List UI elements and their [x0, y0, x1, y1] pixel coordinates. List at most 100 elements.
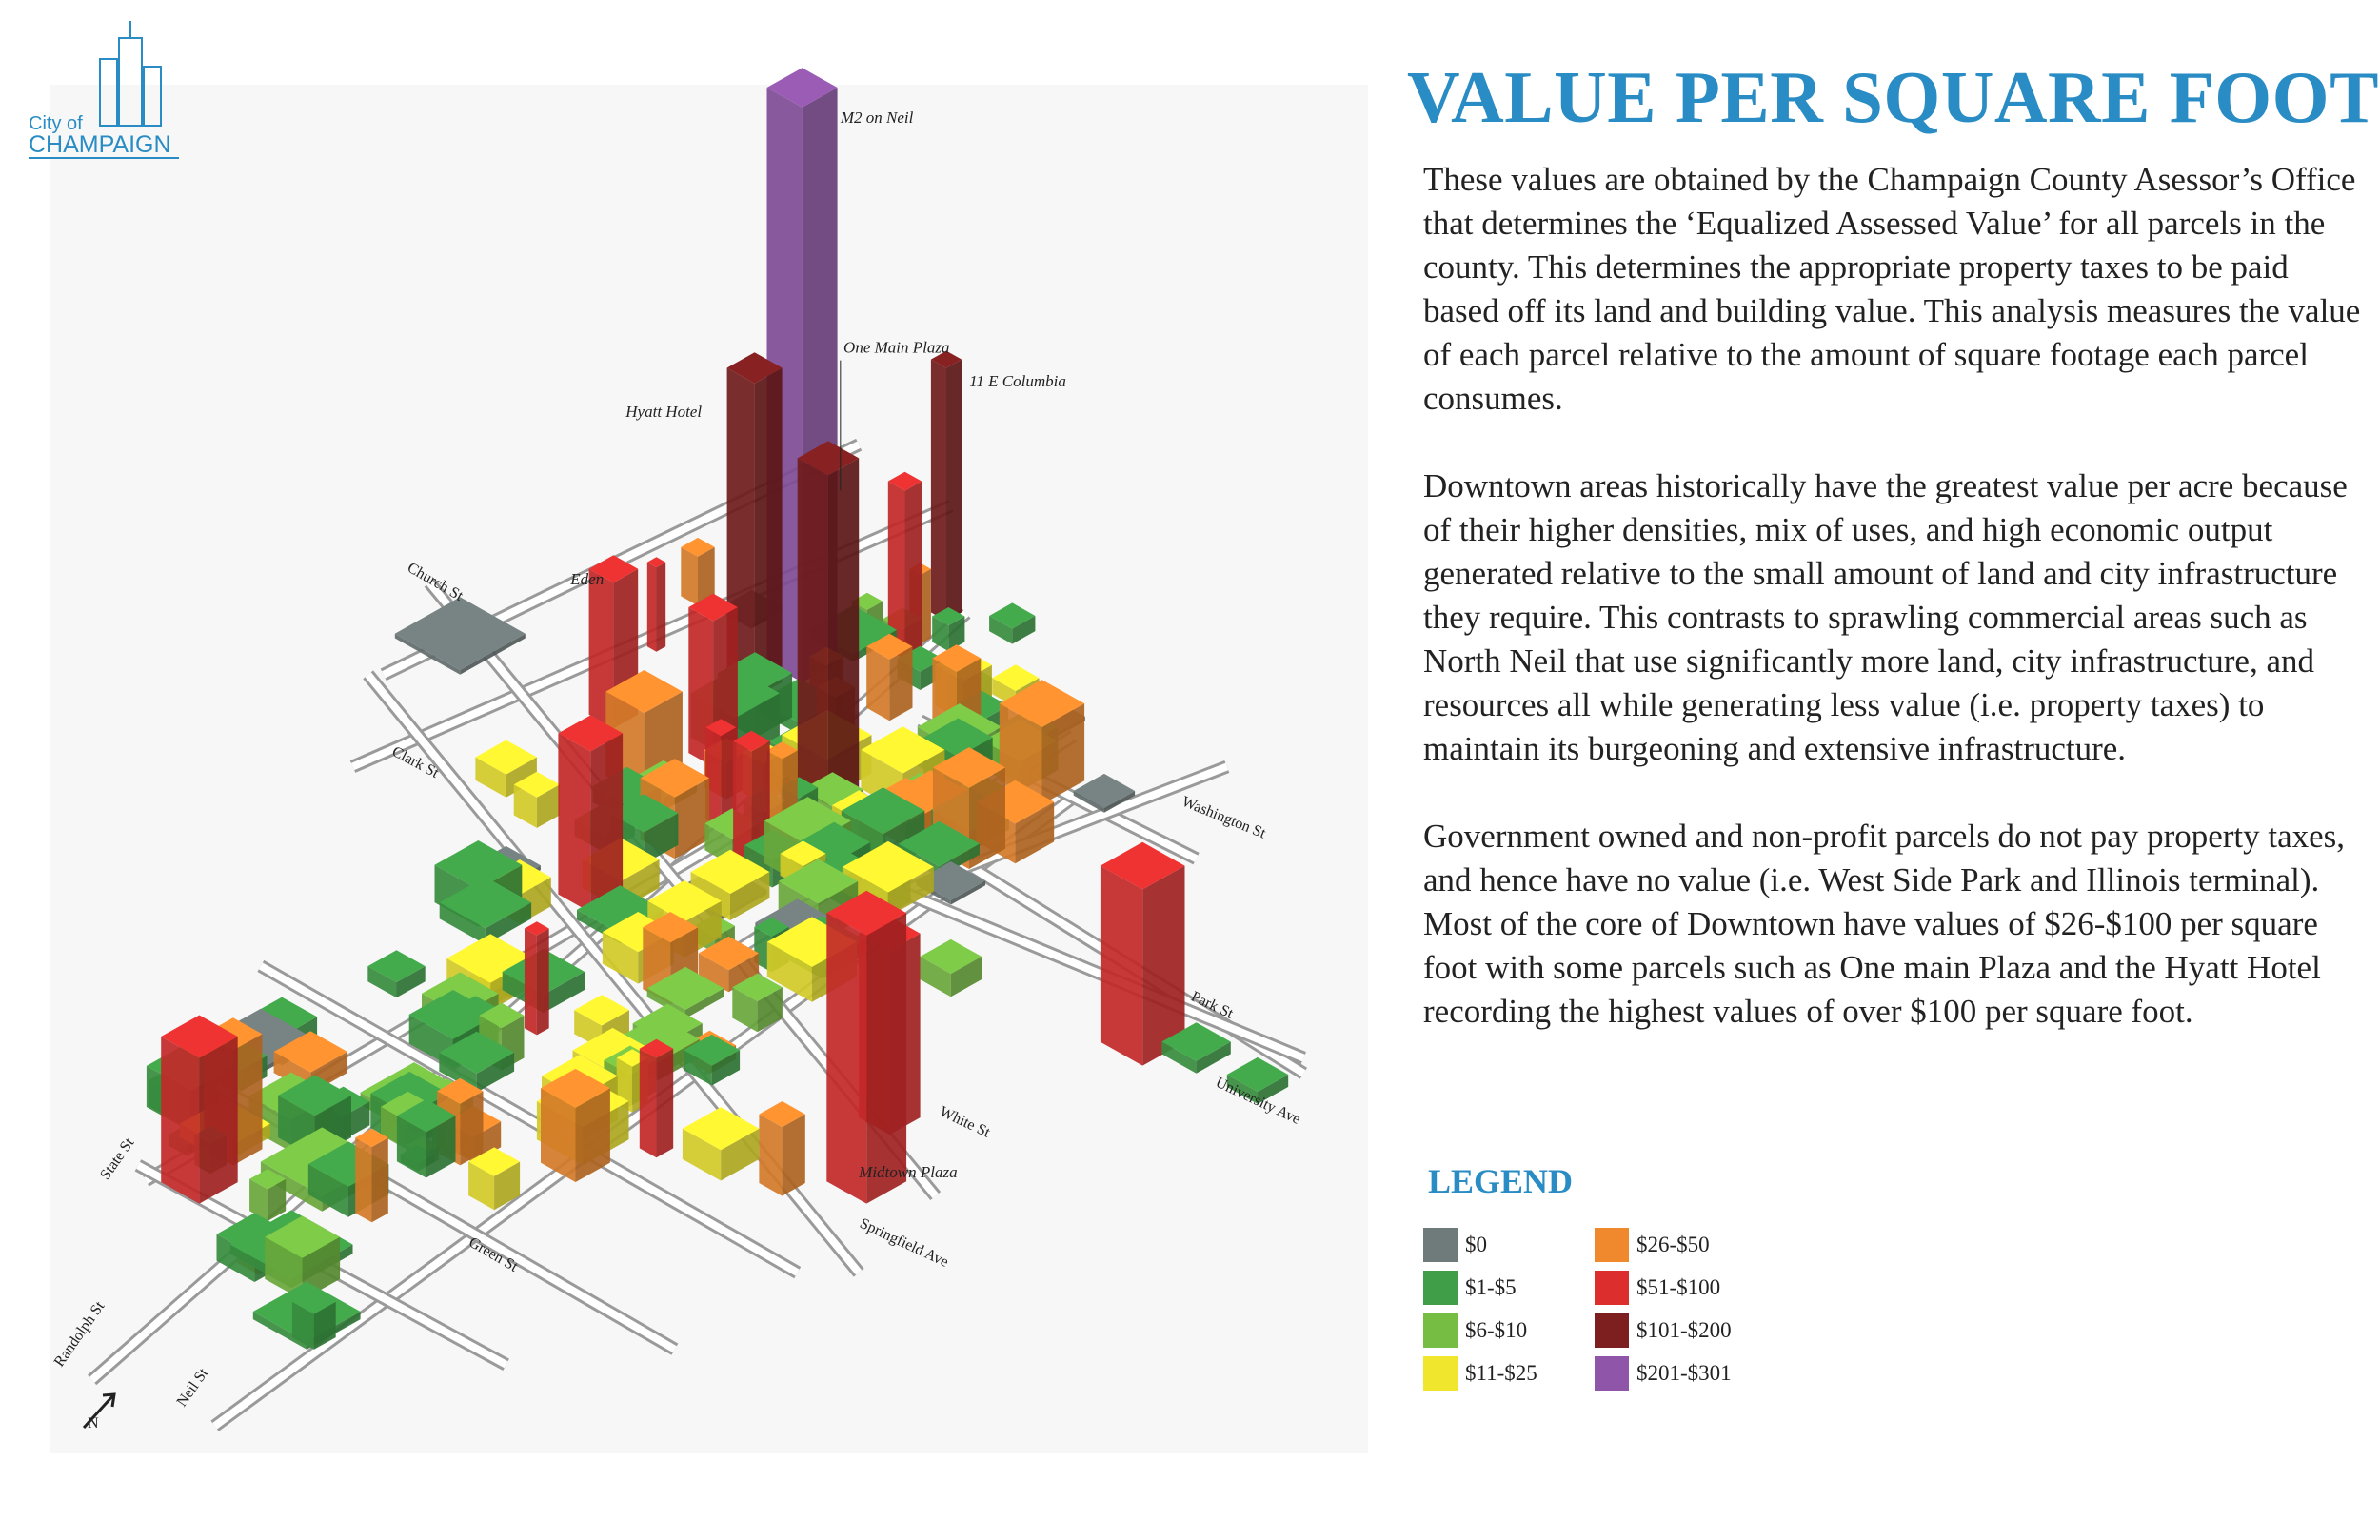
building-top [161, 1015, 238, 1058]
building-face [460, 633, 526, 675]
building-top [705, 719, 737, 737]
building-top [798, 821, 871, 863]
building-top [640, 759, 710, 798]
building-face [639, 1048, 657, 1158]
building-top [690, 849, 770, 895]
building-top [541, 1068, 610, 1108]
legend-label: $6-$10 [1465, 1318, 1528, 1342]
building-face [782, 1114, 805, 1196]
building-face [711, 1050, 741, 1086]
building-top [1226, 1056, 1289, 1092]
legend-swatch [1595, 1356, 1629, 1391]
building-face [682, 1128, 722, 1181]
building-face [866, 646, 890, 721]
building-face [757, 987, 783, 1033]
building-top [422, 972, 499, 1016]
north-label: N [88, 1415, 99, 1431]
building-top [273, 1031, 347, 1073]
building-top [558, 715, 624, 752]
building-label: 11 E Columbia [969, 372, 1066, 390]
building-top [732, 973, 783, 1001]
building-label: M2 on Neil [840, 109, 914, 127]
building-label: Midtown Plaza [858, 1163, 957, 1181]
legend-swatch [1423, 1228, 1458, 1262]
building-top [249, 1169, 287, 1190]
building-face [1015, 801, 1055, 864]
legend-label: $26-$50 [1636, 1233, 1710, 1256]
building-face [558, 733, 591, 913]
building-top [923, 718, 993, 758]
building-face [684, 1050, 712, 1086]
building-face [371, 1137, 388, 1223]
building-face [646, 562, 657, 652]
building-face [866, 913, 907, 1204]
legend-label: $0 [1465, 1233, 1487, 1256]
building-top [605, 670, 683, 714]
building-top [278, 1075, 351, 1116]
building-face [199, 1037, 238, 1204]
building-top [367, 950, 426, 982]
building-face [1258, 1075, 1289, 1104]
legend-swatch [1423, 1313, 1458, 1348]
building-face [396, 1116, 426, 1178]
building-face [394, 633, 461, 675]
building-face [932, 616, 949, 652]
building-face [766, 941, 812, 1002]
building-top [688, 593, 738, 622]
legend-label: $11-$25 [1465, 1361, 1537, 1385]
building-face [426, 1116, 456, 1178]
building-top [822, 850, 868, 877]
building-face [513, 784, 537, 828]
building-face [1012, 616, 1036, 644]
building-top [437, 1077, 484, 1104]
legend-label: $101-$200 [1636, 1318, 1732, 1342]
building-top [826, 890, 907, 936]
building-face [644, 813, 679, 864]
building-face [367, 966, 397, 998]
building-face [476, 1052, 515, 1093]
building-face [797, 458, 828, 805]
building-top [307, 1141, 389, 1187]
building-face [575, 1088, 610, 1182]
building-top [574, 995, 629, 1026]
road [857, 870, 1305, 1062]
building-face [999, 703, 1042, 805]
building-top [780, 840, 826, 867]
building-face [485, 902, 532, 945]
building-top [525, 921, 549, 936]
legend-swatch [1423, 1356, 1458, 1391]
building-top [643, 912, 699, 943]
legend-swatch [1423, 1271, 1458, 1305]
building-face [887, 481, 905, 660]
building-top [841, 787, 925, 835]
building-face [950, 880, 986, 905]
road [258, 962, 800, 1276]
building-face [698, 546, 715, 606]
building-top [932, 607, 965, 626]
building-top [930, 350, 962, 368]
building-top [851, 592, 883, 610]
building-face [396, 966, 426, 998]
building-top [932, 747, 1005, 788]
building-top [797, 441, 860, 476]
building-face [506, 757, 537, 798]
building-face [698, 953, 729, 993]
building-label: Eden [569, 570, 604, 588]
building-top [439, 877, 532, 929]
building-top [396, 1098, 456, 1133]
legend-label: $1-$5 [1465, 1275, 1517, 1299]
building-face [355, 1137, 372, 1223]
building-face [826, 913, 867, 1204]
building-face [827, 458, 860, 805]
building-top [475, 740, 537, 775]
building-top [647, 880, 722, 922]
building-top [1073, 773, 1136, 808]
building-face [536, 928, 549, 1036]
building-top [932, 644, 982, 672]
building-face [732, 987, 758, 1033]
building-top [588, 555, 639, 583]
building-face [889, 646, 913, 721]
legend-item: $101-$200 [1595, 1313, 1732, 1348]
building-top [992, 664, 1040, 691]
building-top [646, 557, 666, 568]
